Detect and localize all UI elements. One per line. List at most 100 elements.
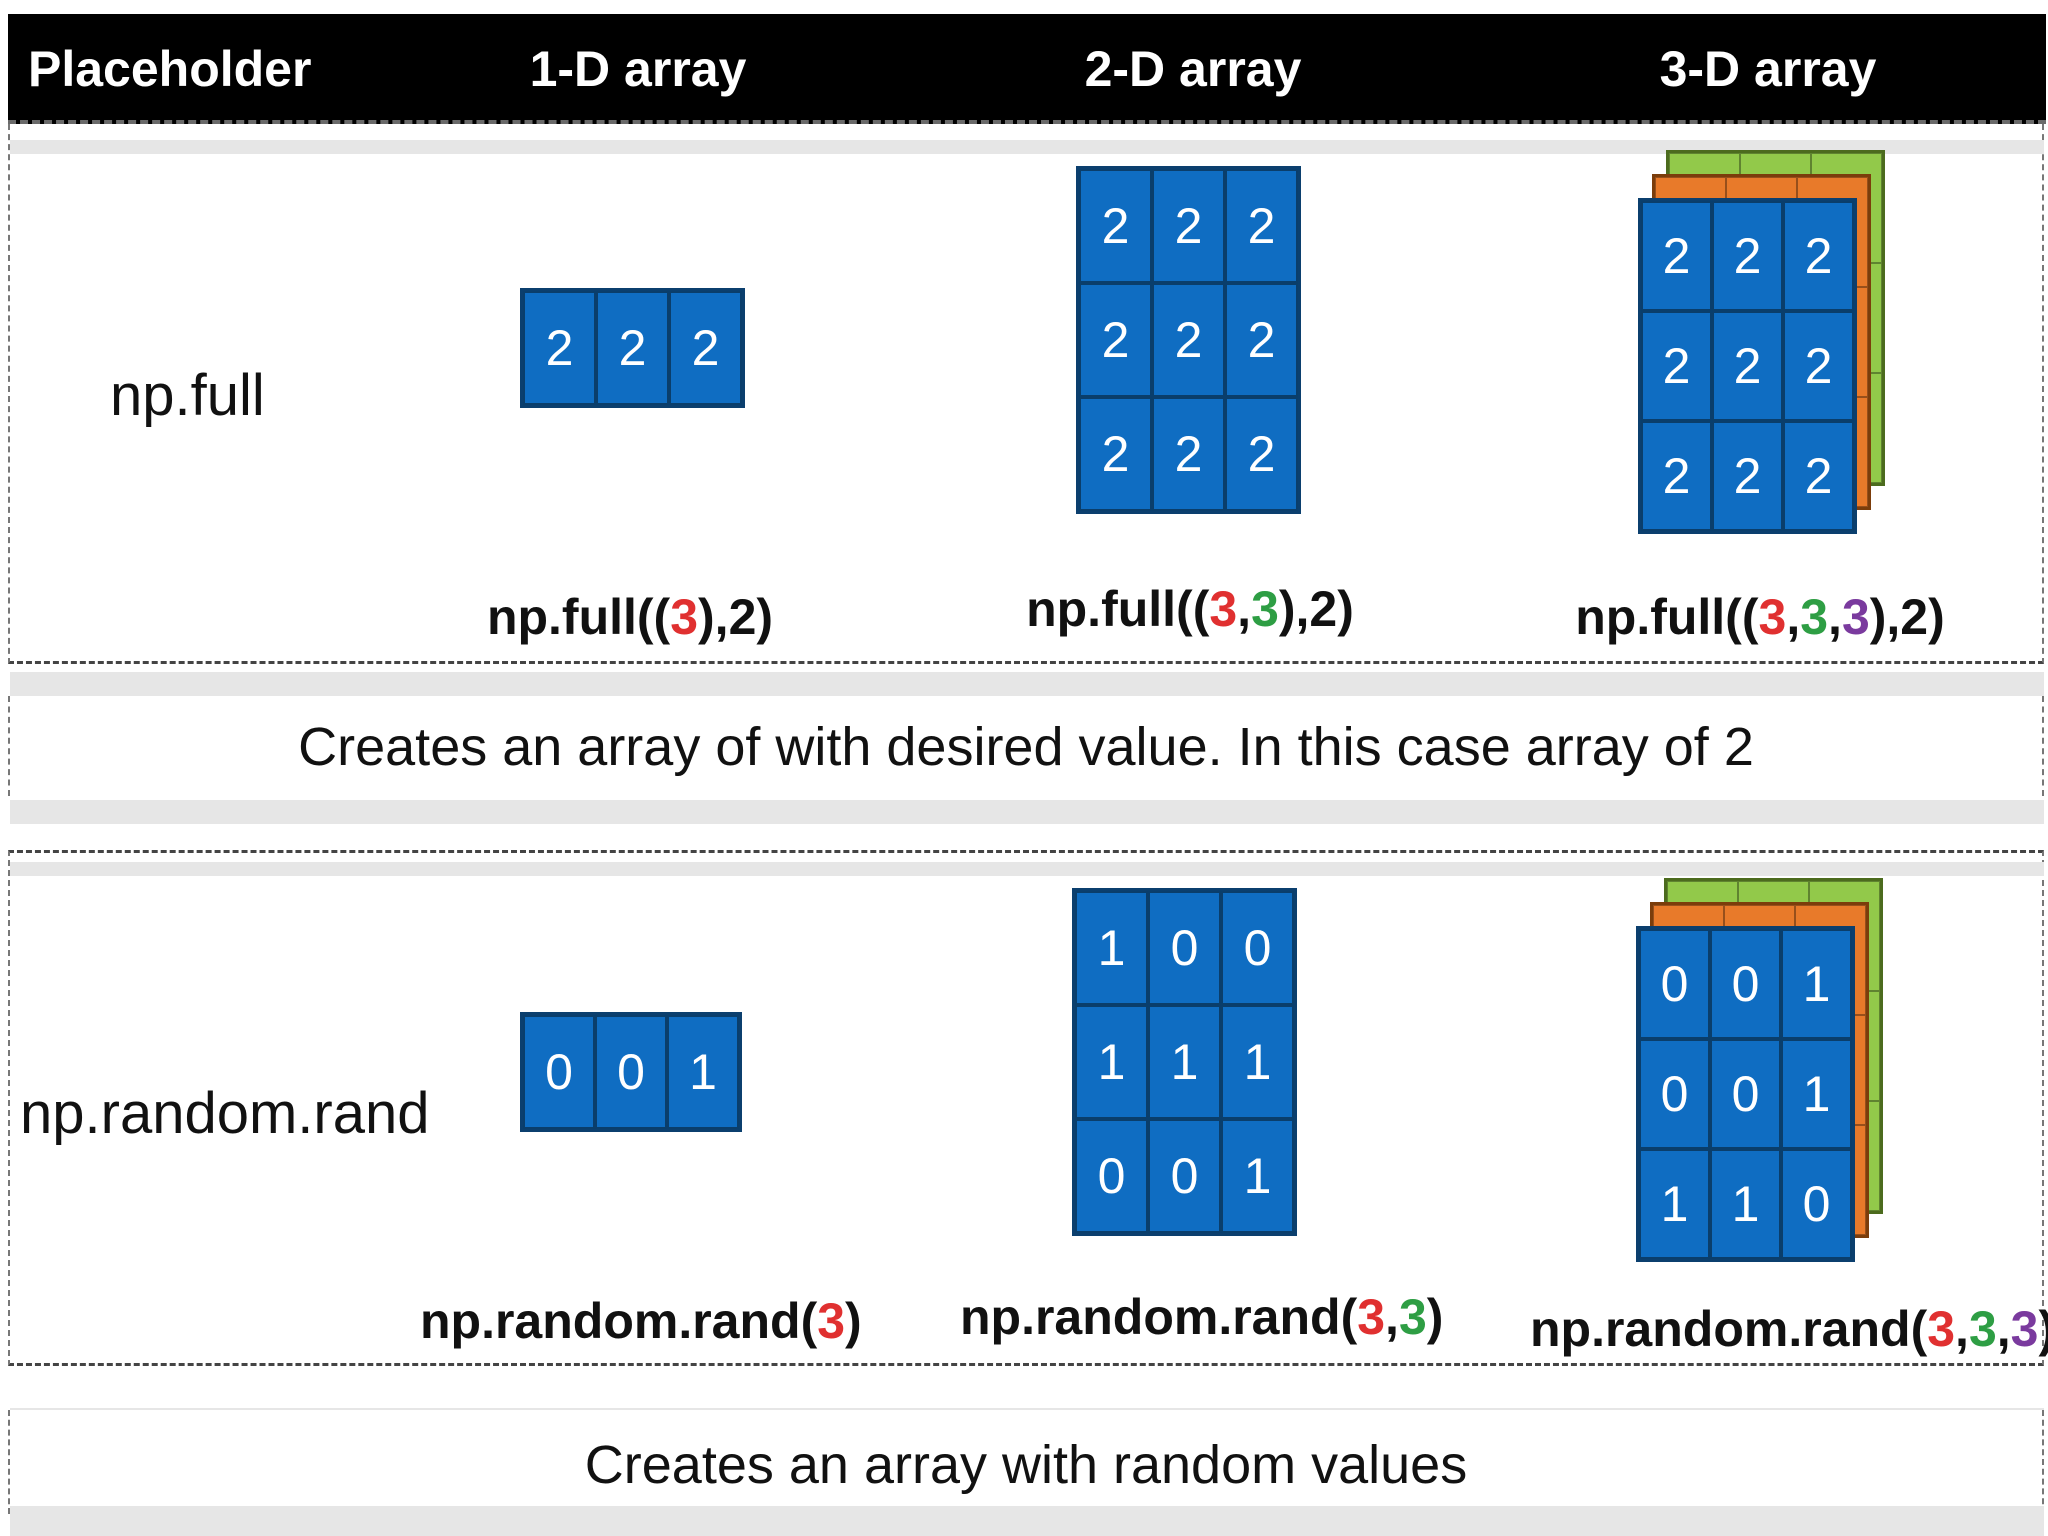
code-text: ),2)	[1869, 589, 1945, 645]
code-text: np.full((	[1026, 581, 1210, 637]
dim2-value: 3	[1800, 589, 1829, 645]
code-text: )	[2038, 1301, 2048, 1357]
dim1-value: 3	[1209, 581, 1238, 637]
array-cell: 1	[1781, 929, 1852, 1039]
array-cell: 1	[1075, 891, 1148, 1005]
array-cell: 2	[1152, 397, 1225, 511]
desc-band-top	[10, 672, 2044, 696]
row-top-band	[10, 140, 2044, 154]
dim1-value: 3	[1357, 1289, 1386, 1345]
array-cell: 2	[1225, 283, 1298, 397]
code-separator: ,	[1237, 581, 1252, 637]
array-cell: 2	[1641, 201, 1712, 311]
code-text: np.full((	[1575, 589, 1759, 645]
array-cell: 2	[1712, 311, 1783, 421]
code-text: )	[1426, 1289, 1444, 1345]
array-cell: 2	[1712, 421, 1783, 531]
code-separator: ,	[1786, 589, 1801, 645]
dim3-value: 3	[1841, 589, 1870, 645]
table-header: Placeholder 1-D array 2-D array 3-D arra…	[8, 14, 2046, 124]
array-cell: 2	[1152, 169, 1225, 283]
array-cell: 1	[1710, 1149, 1781, 1259]
code-separator: ,	[1828, 589, 1842, 645]
array-cell: 2	[669, 291, 742, 405]
array-cell: 0	[1221, 891, 1294, 1005]
desc-band-bottom	[10, 800, 2044, 824]
description-text: Creates an array with random values	[584, 1435, 1468, 1495]
row-label-np-random-rand: np.random.rand	[20, 1081, 430, 1146]
array-cell: 1	[1148, 1005, 1221, 1119]
array-cell: 2	[1641, 421, 1712, 531]
code-separator: ,	[1955, 1301, 1969, 1357]
description-text: Creates an array of with desired value. …	[298, 717, 1754, 777]
code-3d-np-full: np.full((3,3,3),2)	[1540, 588, 1980, 646]
code-1d-np-full: np.full((3),2)	[420, 588, 840, 646]
array-cell: 0	[1639, 929, 1710, 1039]
header-3d-array: 3-D array	[1659, 41, 1877, 97]
array-cell: 2	[1225, 169, 1298, 283]
array-cell: 0	[1075, 1119, 1148, 1233]
array-cell: 2	[1783, 421, 1854, 531]
code-2d-np-random-rand: np.random.rand(3,3)	[960, 1288, 1443, 1346]
array-cell: 2	[523, 291, 596, 405]
dim3-value: 3	[2010, 1301, 2039, 1357]
dim2-value: 3	[1968, 1301, 1997, 1357]
row-label-np-full: np.full	[110, 363, 265, 428]
array-cell: 2	[1641, 311, 1712, 421]
description-np-random-rand: Creates an array with random values	[8, 1410, 2044, 1514]
array-cell: 1	[1781, 1039, 1852, 1149]
code-text: np.random.rand(	[420, 1293, 818, 1349]
code-separator: ,	[1996, 1301, 2011, 1357]
dim1-value: 3	[670, 589, 699, 645]
array-cell: 0	[1148, 1119, 1221, 1233]
header-2d-array: 2-D array	[1084, 41, 1302, 97]
dim2-value: 3	[1251, 581, 1279, 637]
code-1d-np-random-rand: np.random.rand(3)	[420, 1292, 862, 1350]
desc-band-bottom	[10, 1506, 2044, 1536]
code-text: ),2)	[698, 589, 774, 645]
array-cell: 2	[1225, 397, 1298, 511]
code-separator: ,	[1385, 1289, 1399, 1345]
array-cell: 1	[1075, 1005, 1148, 1119]
array-cell: 0	[1148, 891, 1221, 1005]
header-1d-array: 1-D array	[529, 41, 747, 97]
array-cell: 1	[1221, 1119, 1294, 1233]
row-top-band	[10, 862, 2044, 876]
dim2-value: 3	[1398, 1289, 1427, 1345]
header-placeholder: Placeholder	[28, 41, 312, 97]
array-cell: 1	[1221, 1005, 1294, 1119]
array-cell: 2	[1079, 169, 1152, 283]
array-cell: 2	[1783, 311, 1854, 421]
code-text: np.random.rand(	[960, 1289, 1358, 1345]
dim1-value: 3	[1758, 589, 1787, 645]
array-cell: 2	[1079, 397, 1152, 511]
array-cell: 1	[1639, 1149, 1710, 1259]
array-cell: 0	[595, 1015, 667, 1129]
code-3d-np-random-rand: np.random.rand(3,3,3)	[1530, 1300, 2048, 1358]
array-cell: 0	[1710, 1039, 1781, 1149]
dim1-value: 3	[1927, 1301, 1956, 1357]
array-cell: 0	[1781, 1149, 1852, 1259]
description-np-full: Creates an array of with desired value. …	[8, 696, 2044, 796]
array-cell: 2	[1783, 201, 1854, 311]
array-cell: 1	[667, 1015, 739, 1129]
code-text: ),2)	[1278, 581, 1354, 637]
code-text: np.random.rand(	[1530, 1301, 1928, 1357]
array-cell: 2	[1079, 283, 1152, 397]
array-cell: 0	[1639, 1039, 1710, 1149]
array-cell: 2	[596, 291, 669, 405]
dim1-value: 3	[817, 1293, 846, 1349]
code-text: )	[845, 1293, 862, 1349]
array-cell: 2	[1712, 201, 1783, 311]
array-cell: 0	[1710, 929, 1781, 1039]
row-np-full	[8, 124, 2044, 664]
row-np-random-rand	[8, 850, 2044, 1366]
code-text: np.full((	[486, 589, 671, 645]
array-cell: 0	[523, 1015, 595, 1129]
